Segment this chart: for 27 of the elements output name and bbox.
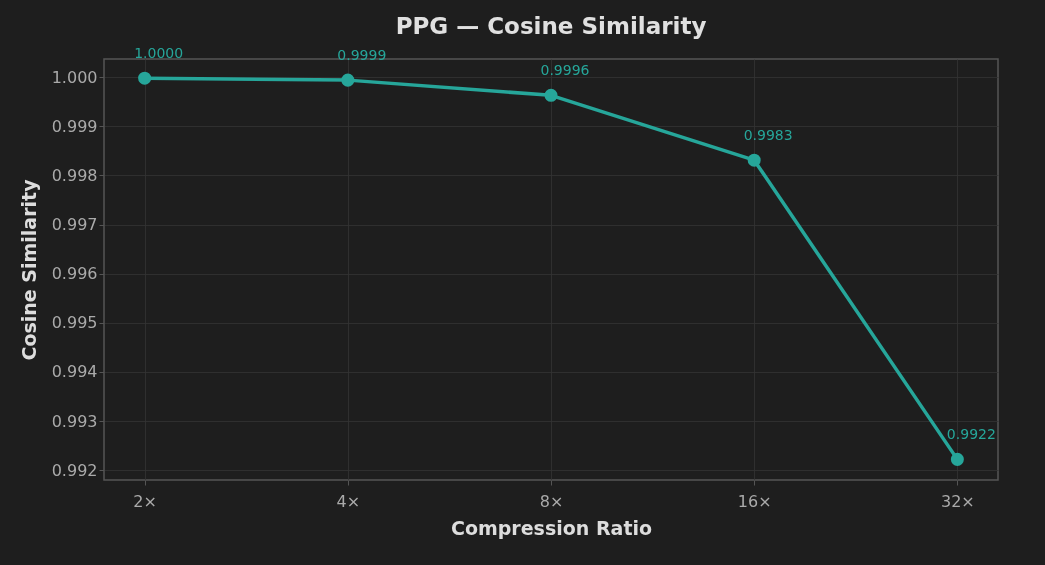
point: [950, 452, 964, 466]
y-tick-label: 0.992: [51, 460, 98, 480]
data-label: 1.0000: [134, 45, 184, 62]
y-tick-label: 0.999: [51, 116, 98, 136]
y-tick-label: 0.997: [51, 215, 98, 235]
x-tick-label: 8×: [539, 491, 564, 511]
point: [747, 153, 761, 167]
y-tick-label: 0.993: [51, 411, 98, 431]
data-label: 0.9922: [946, 426, 996, 443]
data-label: 0.9983: [743, 127, 793, 144]
point: [341, 73, 355, 87]
data-label: 0.9996: [540, 62, 590, 79]
y-tick-label: 0.996: [51, 264, 98, 284]
y-tick-label: 0.998: [51, 165, 98, 185]
point: [138, 71, 152, 85]
point: [544, 88, 558, 102]
x-tick-label: 16×: [737, 491, 772, 511]
y-tick-label: 1.000: [51, 67, 98, 87]
chart-title: PPG — Cosine Similarity: [395, 13, 707, 40]
y-axis-title: Cosine Similarity: [17, 178, 40, 361]
y-tick-label: 0.995: [51, 313, 98, 333]
data-label: 0.9999: [337, 47, 387, 64]
x-axis-title: Compression Ratio: [450, 516, 653, 539]
x-tick-label: 32×: [940, 491, 975, 511]
y-tick-label: 0.994: [51, 362, 98, 382]
x-tick-label: 4×: [336, 491, 361, 511]
x-tick-label: 2×: [133, 491, 157, 511]
